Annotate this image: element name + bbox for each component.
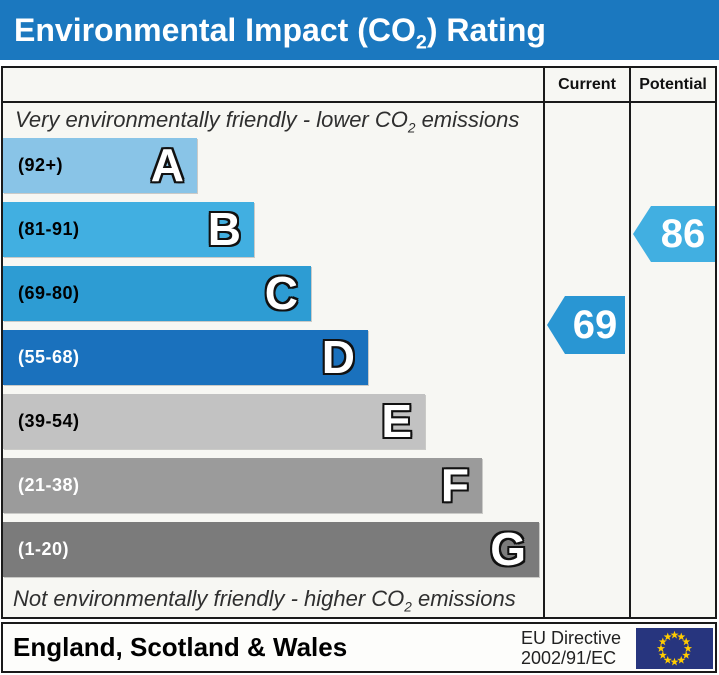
band-range-label: (1-20) — [18, 539, 70, 559]
band-letter: D — [321, 331, 355, 383]
band-range-label: (21-38) — [18, 475, 80, 495]
current-arrow-body: 69 — [565, 296, 625, 354]
band-range-label: (69-80) — [18, 283, 80, 303]
band-row-C: (69-80) C — [3, 266, 311, 321]
band-row-B: (81-91) B — [3, 202, 254, 257]
eu-directive-line2: 2002/91/EC — [521, 648, 617, 668]
band-range-label: (92+) — [18, 155, 64, 175]
eu-directive-text: EU Directive 2002/91/EC — [521, 628, 621, 668]
potential-arrow-body: 86 — [651, 206, 715, 262]
band-letter: F — [440, 459, 469, 511]
bottom-caption: Not environmentally friendly - higher CO… — [13, 586, 516, 615]
potential-rating-arrow: 86 — [633, 206, 715, 262]
band-letter: B — [207, 203, 241, 255]
band-letter: A — [150, 139, 184, 191]
band-letter: G — [490, 523, 526, 575]
left-arrow-point-icon — [547, 296, 565, 354]
left-arrow-point-icon — [633, 206, 651, 262]
eu-flag-icon — [636, 628, 713, 669]
band-letter: E — [381, 395, 412, 447]
header-divider-line — [3, 101, 715, 103]
potential-column-header: Potential — [639, 76, 707, 93]
top-caption: Very environmentally friendly - lower CO… — [15, 107, 520, 136]
current-rating-arrow: 69 — [547, 296, 625, 354]
band-range-label: (39-54) — [18, 411, 80, 431]
co2-subscript: 2 — [415, 31, 427, 54]
band-range-label: (55-68) — [18, 347, 80, 367]
co2-subscript: 2 — [404, 599, 412, 615]
band-range-label: (81-91) — [18, 219, 80, 239]
band-row-D: (55-68) D — [3, 330, 368, 385]
region-label: England, Scotland & Wales — [13, 632, 348, 662]
chart-title: Environmental Impact (CO2) Rating — [14, 12, 546, 54]
band-row-E: (39-54) E — [3, 394, 425, 449]
co2-subscript: 2 — [407, 120, 416, 136]
band-row-G: (1-20) G — [3, 522, 539, 577]
current-rating-value: 69 — [572, 302, 618, 347]
band-letter: C — [264, 267, 298, 319]
footer-bar: England, Scotland & Wales EU Directive 2… — [1, 622, 717, 673]
eu-directive-line1: EU Directive — [521, 628, 622, 648]
current-column-header: Current — [558, 76, 616, 93]
current-column-divider — [543, 68, 545, 617]
band-row-A: (92+) A — [3, 138, 197, 193]
potential-column-divider — [629, 68, 631, 617]
chart-title-bar: Environmental Impact (CO2) Rating — [0, 0, 719, 60]
rating-table: Current Potential Very environmentally f… — [1, 66, 717, 619]
potential-rating-value: 86 — [660, 211, 706, 256]
band-row-F: (21-38) F — [3, 458, 482, 513]
